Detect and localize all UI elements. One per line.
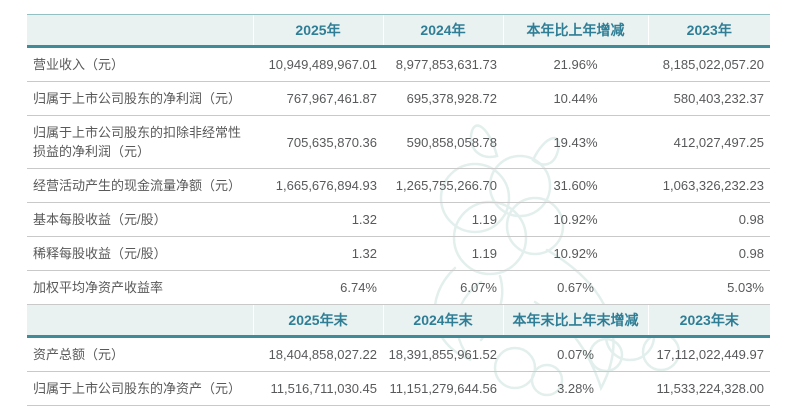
cell-value-2024: 6.07% — [383, 270, 503, 305]
cell-yoy-change: 0.07% — [503, 336, 648, 372]
cell-value-2023: 0.98 — [648, 236, 770, 271]
cell-value-2024: 695,378,928.72 — [383, 81, 503, 116]
row-operating-cash-flow: 经营活动产生的现金流量净额（元） 1,665,676,894.93 1,265,… — [27, 168, 770, 203]
row-label: 营业收入（元） — [27, 46, 253, 82]
cell-value-2023: 1,063,326,232.23 — [648, 168, 770, 203]
cell-yoy-change: 21.96% — [503, 46, 648, 82]
cell-value-2024: 1,265,755,266.70 — [383, 168, 503, 203]
col-header-2025: 2025年 — [252, 14, 383, 48]
cell-value-2024: 590,858,058.78 — [383, 115, 503, 169]
row-weighted-avg-roe: 加权平均净资产收益率 6.74% 6.07% 0.67% 5.03% — [27, 270, 770, 305]
cell-value-2024: 11,151,279,644.56 — [383, 371, 503, 406]
cell-yoy-change: 10.92% — [503, 236, 648, 271]
cell-yoy-change: 10.44% — [503, 81, 648, 116]
row-label: 归属于上市公司股东的净利润（元） — [27, 81, 253, 116]
cell-value-2025: 1,665,676,894.93 — [253, 168, 383, 203]
col-header-yoy-change: 本年比上年增减 — [502, 14, 648, 48]
cell-value-2025: 1.32 — [253, 202, 383, 237]
cell-value-2023: 11,533,224,328.00 — [648, 371, 770, 406]
header-spacer-cell — [27, 14, 253, 48]
cell-value-2025: 1.32 — [253, 236, 383, 271]
cell-value-2025: 705,635,870.36 — [253, 115, 383, 169]
row-label: 稀释每股收益（元/股） — [27, 236, 253, 271]
period-end-header-row: 2025年末 2024年末 本年末比上年末增减 2023年末 — [27, 304, 770, 338]
cell-value-2025: 11,516,711,030.45 — [253, 371, 383, 406]
cell-value-2023: 5.03% — [648, 270, 770, 305]
cell-value-2025: 767,967,461.87 — [253, 81, 383, 116]
row-basic-eps: 基本每股收益（元/股） 1.32 1.19 10.92% 0.98 — [27, 202, 770, 237]
row-total-assets: 资产总额（元） 18,404,858,027.22 18,391,855,961… — [27, 336, 770, 372]
row-label: 加权平均净资产收益率 — [27, 270, 253, 305]
cell-value-2023: 8,185,022,057.20 — [648, 46, 770, 82]
cell-yoy-change: 10.92% — [503, 202, 648, 237]
key-financials-table: 2025年 2024年 本年比上年增减 2023年 营业收入（元） 10,949… — [27, 14, 770, 406]
col-header-yoy-end-change: 本年末比上年末增减 — [502, 304, 648, 338]
row-label: 资产总额（元） — [27, 336, 253, 372]
col-header-2023: 2023年 — [647, 14, 770, 48]
row-operating-revenue: 营业收入（元） 10,949,489,967.01 8,977,853,631.… — [27, 46, 770, 82]
row-label: 归属于上市公司股东的净资产（元） — [27, 371, 253, 406]
cell-yoy-change: 3.28% — [503, 371, 648, 406]
col-header-2025-end: 2025年末 — [252, 304, 383, 338]
col-header-2024-end: 2024年末 — [382, 304, 503, 338]
header-spacer-cell — [27, 304, 253, 338]
annual-period-header-row: 2025年 2024年 本年比上年增减 2023年 — [27, 14, 770, 48]
row-label: 经营活动产生的现金流量净额（元） — [27, 168, 253, 203]
cell-value-2024: 18,391,855,961.52 — [383, 336, 503, 372]
cell-yoy-change: 31.60% — [503, 168, 648, 203]
cell-value-2023: 17,112,022,449.97 — [648, 336, 770, 372]
cell-yoy-change: 19.43% — [503, 115, 648, 169]
row-label: 基本每股收益（元/股） — [27, 202, 253, 237]
cell-value-2025: 18,404,858,027.22 — [253, 336, 383, 372]
cell-value-2023: 412,027,497.25 — [648, 115, 770, 169]
cell-value-2023: 0.98 — [648, 202, 770, 237]
row-diluted-eps: 稀释每股收益（元/股） 1.32 1.19 10.92% 0.98 — [27, 236, 770, 271]
cell-value-2024: 1.19 — [383, 236, 503, 271]
col-header-2023-end: 2023年末 — [647, 304, 770, 338]
cell-value-2025: 6.74% — [253, 270, 383, 305]
col-header-2024: 2024年 — [382, 14, 503, 48]
cell-value-2024: 1.19 — [383, 202, 503, 237]
cell-yoy-change: 0.67% — [503, 270, 648, 305]
row-net-profit-attributable: 归属于上市公司股东的净利润（元） 767,967,461.87 695,378,… — [27, 81, 770, 116]
cell-value-2025: 10,949,489,967.01 — [253, 46, 383, 82]
row-net-profit-after-non-recurring: 归属于上市公司股东的扣除非经常性损益的净利润（元） 705,635,870.36… — [27, 115, 770, 169]
row-label: 归属于上市公司股东的扣除非经常性损益的净利润（元） — [27, 115, 253, 169]
row-net-assets-attributable: 归属于上市公司股东的净资产（元） 11,516,711,030.45 11,15… — [27, 371, 770, 406]
cell-value-2024: 8,977,853,631.73 — [383, 46, 503, 82]
cell-value-2023: 580,403,232.37 — [648, 81, 770, 116]
